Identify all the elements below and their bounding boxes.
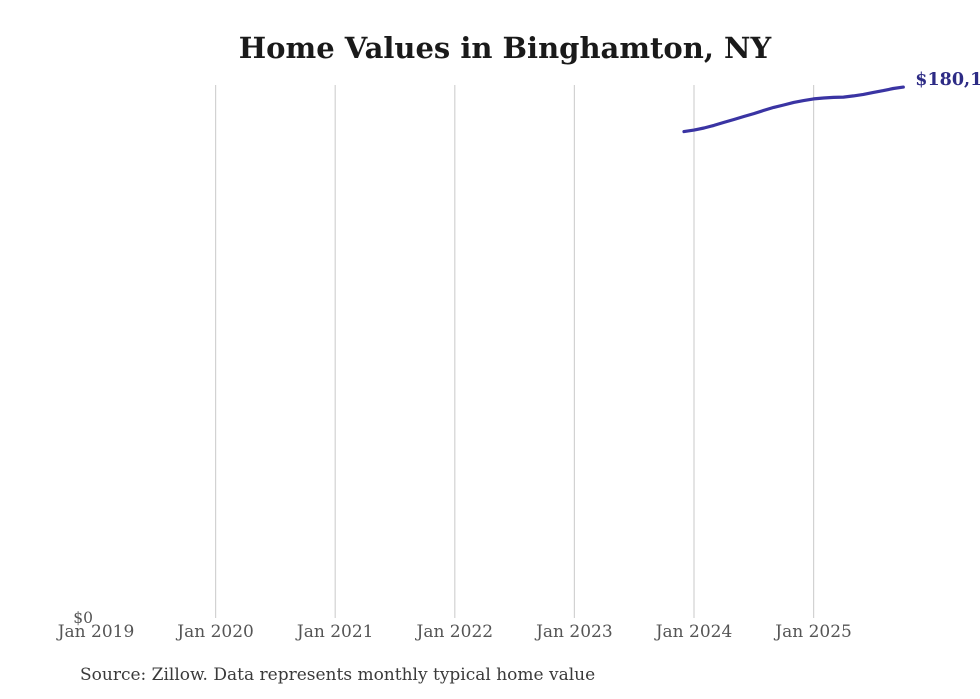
x-tick-label: Jan 2022: [416, 622, 494, 642]
value-line: [682, 85, 905, 134]
source-note: Source: Zillow. Data represents monthly …: [80, 665, 596, 685]
y-tick-label-zero: $0: [73, 609, 93, 627]
x-tick-label: Jan 2024: [655, 622, 733, 642]
chart-title: Home Values in Binghamton, NY: [238, 31, 772, 65]
x-tick-label: Jan 2019: [57, 622, 135, 642]
x-tick-label: Jan 2021: [296, 622, 374, 642]
latest-value-label: $180,100: [915, 70, 980, 91]
x-tick-label: Jan 2023: [536, 622, 613, 642]
x-tick-label: Jan 2020: [177, 622, 254, 642]
x-tick-label: Jan 2025: [775, 622, 852, 642]
